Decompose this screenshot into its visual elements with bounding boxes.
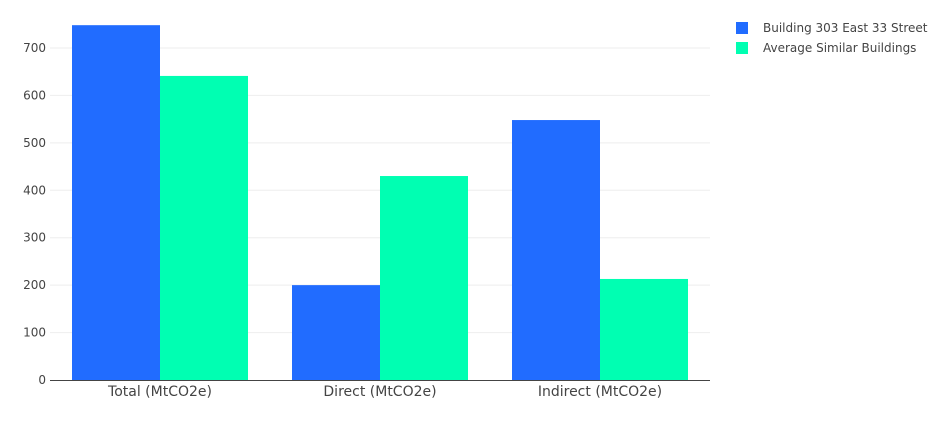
bar-average[interactable] xyxy=(160,75,248,380)
bar-building[interactable] xyxy=(292,285,380,380)
legend-swatch-building xyxy=(736,22,748,34)
legend-item-building[interactable]: Building 303 East 33 Street xyxy=(736,18,927,38)
bar-average[interactable] xyxy=(600,278,688,380)
bar-building[interactable] xyxy=(512,120,600,381)
y-tick-label: 300 xyxy=(23,231,46,245)
bar-average[interactable] xyxy=(380,176,468,380)
legend-label-average: Average Similar Buildings xyxy=(763,41,917,55)
y-tick-label: 100 xyxy=(23,326,46,340)
legend-label-building: Building 303 East 33 Street xyxy=(763,21,928,35)
bar-building[interactable] xyxy=(72,25,160,381)
y-axis-ticks: 0 100 200 300 400 500 600 700 xyxy=(23,41,46,387)
legend-swatch-average xyxy=(736,42,748,54)
y-tick-label: 0 xyxy=(38,373,46,387)
y-tick-label: 600 xyxy=(23,88,46,102)
y-tick-label: 200 xyxy=(23,278,46,292)
x-tick-label: Total (MtCO2e) xyxy=(107,384,212,400)
bars xyxy=(72,25,688,381)
y-tick-label: 700 xyxy=(23,41,46,55)
x-tick-label: Indirect (MtCO2e) xyxy=(538,384,662,400)
y-tick-label: 500 xyxy=(23,136,46,150)
legend[interactable]: Building 303 East 33 Street Average Simi… xyxy=(736,18,927,58)
x-axis-ticks: Total (MtCO2e) Direct (MtCO2e) Indirect (M… xyxy=(107,384,662,400)
y-tick-label: 400 xyxy=(23,183,46,197)
legend-item-average[interactable]: Average Similar Buildings xyxy=(736,38,927,58)
x-tick-label: Direct (MtCO2e) xyxy=(323,384,436,400)
